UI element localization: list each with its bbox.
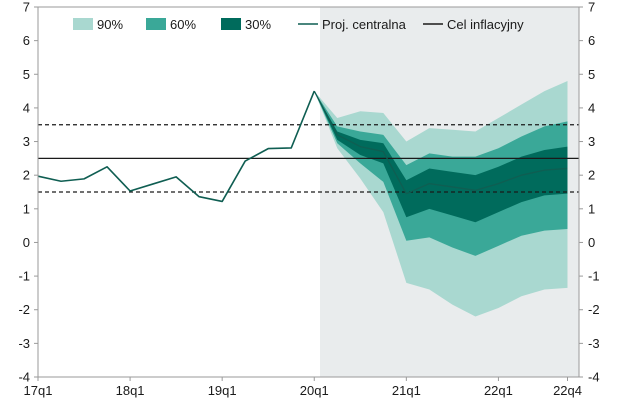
band-30-area — [314, 91, 568, 223]
plot-frame — [37, 6, 580, 378]
y-tick-label-left: -2 — [18, 302, 30, 317]
lines-layer — [37, 90, 579, 203]
legend-label-90: 90% — [97, 17, 123, 32]
y-tick-label-left: 1 — [23, 201, 30, 216]
y-tick-label-right: 0 — [588, 235, 595, 250]
y-tick-label-left: -3 — [18, 336, 30, 351]
legend-swatch-60 — [146, 18, 166, 30]
legend: 90% 60% 30% Proj. centralna Cel inflacyj… — [73, 17, 524, 32]
x-tick-label: 20q1 — [300, 383, 329, 398]
y-tick-label-right: 7 — [588, 0, 595, 15]
x-tick-label: 17q1 — [24, 383, 53, 398]
y-tick-label-left: -4 — [18, 370, 30, 385]
y-tick-label-right: 5 — [588, 67, 595, 82]
y-tick-label-left: 4 — [23, 100, 30, 115]
x-tick-label: 21q1 — [392, 383, 421, 398]
y-tick-label-right: 1 — [588, 201, 595, 216]
y-tick-label-left: 5 — [23, 67, 30, 82]
legend-swatch-30 — [221, 18, 241, 30]
y-tick-label-left: -1 — [18, 269, 30, 284]
x-tick-label: 19q1 — [208, 383, 237, 398]
fan-bands-layer — [314, 81, 568, 317]
x-tick-label: 22q1 — [484, 383, 513, 398]
y-tick-label-left: 0 — [23, 235, 30, 250]
legend-swatch-90 — [73, 18, 93, 30]
history-line — [37, 90, 315, 203]
legend-label-60: 60% — [170, 17, 196, 32]
y-tick-label-right: -2 — [588, 302, 600, 317]
y-tick-label-right: -3 — [588, 336, 600, 351]
y-tick-label-right: -1 — [588, 269, 600, 284]
y-tick-label-left: 3 — [23, 134, 30, 149]
x-tick-label: 18q1 — [116, 383, 145, 398]
legend-label-30: 30% — [245, 17, 271, 32]
legend-label-central: Proj. centralna — [322, 17, 407, 32]
y-tick-label-right: 6 — [588, 33, 595, 48]
legend-label-target: Cel inflacyjny — [447, 17, 524, 32]
y-tick-label-right: 3 — [588, 134, 595, 149]
y-tick-label-right: -4 — [588, 370, 600, 385]
x-tick-label: 22q4 — [553, 383, 582, 398]
y-tick-label-left: 6 — [23, 33, 30, 48]
y-tick-label-left: 7 — [23, 0, 30, 15]
central-projection-line — [313, 90, 568, 195]
y-tick-label-right: 4 — [588, 100, 595, 115]
y-tick-label-left: 2 — [23, 168, 30, 183]
y-tick-label-right: 2 — [588, 168, 595, 183]
